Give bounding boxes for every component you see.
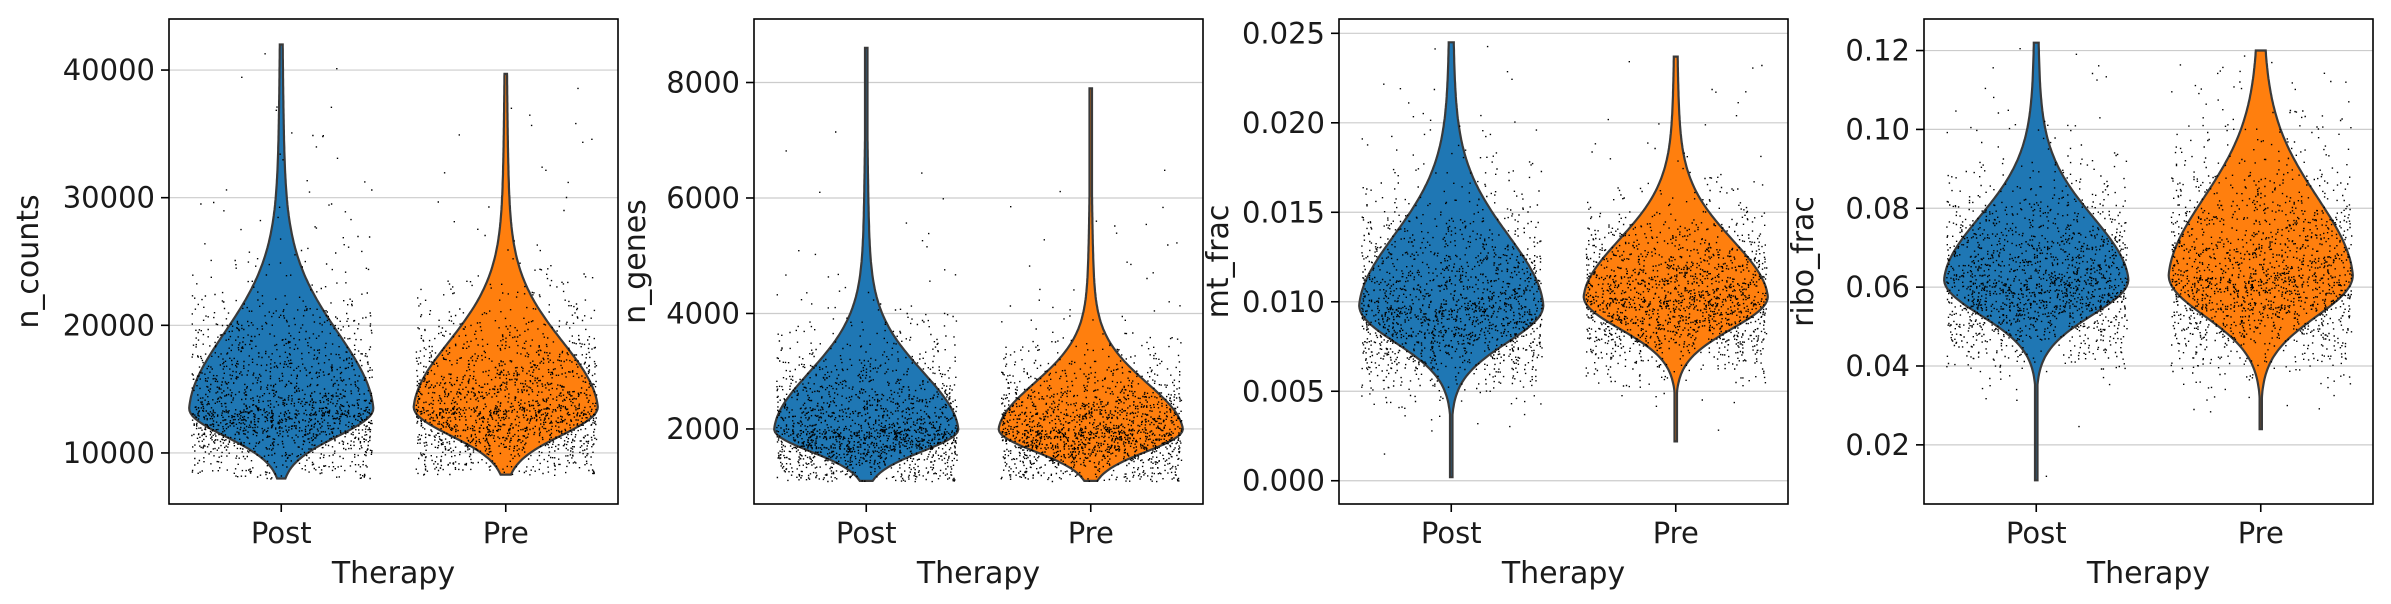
y-tick-label: 0.020 [1242, 106, 1325, 140]
scatter-points [1000, 169, 1183, 483]
y-tick-label: 0.10 [1845, 112, 1910, 146]
axes-frame [168, 18, 619, 505]
points-post [776, 131, 958, 483]
y-tick-label: 0.010 [1242, 285, 1325, 319]
x-tick-label: Post [251, 516, 312, 550]
y-tick-label: 0.000 [1242, 464, 1325, 498]
y-tick-label: 0.015 [1242, 195, 1325, 229]
violin-pre [1582, 55, 1769, 443]
y-tick-label: 0.04 [1845, 349, 1910, 383]
x-axis-label: Therapy [1501, 556, 1625, 591]
y-tick-label: 0.08 [1845, 191, 1910, 225]
y-tick-label: 30000 [63, 181, 155, 215]
y-axis-label: ribo_frac [1786, 196, 1821, 327]
y-tick-label: 8000 [666, 66, 740, 100]
y-tick-label: 0.12 [1845, 34, 1910, 68]
scatter-points [1585, 61, 1768, 431]
points-pre [1000, 169, 1183, 483]
violin-post [1943, 41, 2130, 482]
chart-panel-n-genes: Post Pre 2000 4000 6000 8000 Therapy n_genes [618, 18, 1204, 591]
x-tick-label: Post [836, 516, 897, 550]
x-axis-label: Therapy [331, 556, 455, 591]
x-tick-label: Pre [2238, 516, 2284, 550]
y-tick-label: 40000 [63, 53, 155, 87]
violin-pre [412, 72, 599, 476]
y-axis-label: n_counts [11, 194, 46, 328]
violin-pre [997, 87, 1184, 482]
y-axis-label: n_genes [618, 199, 653, 324]
x-tick-label: Post [2006, 516, 2067, 550]
violin-pre [2167, 49, 2354, 431]
y-tick-label: 4000 [666, 296, 740, 330]
chart-panel-mt-frac: Post Pre 0.000 0.005 0.010 0.015 0.020 0.025 The… [1201, 16, 1789, 591]
axes-frame [753, 18, 1204, 505]
y-tick-label: 20000 [63, 308, 155, 342]
violin-post [1358, 41, 1545, 479]
points-pre [1585, 61, 1768, 431]
chart-panel-ribo-frac: Post Pre 0.02 0.04 0.06 0.08 0.10 0.12 Therapy ri… [1786, 18, 2374, 591]
chart-panel-n-counts: Post Pre 10000 20000 30000 40000 Therapy n_coun… [11, 18, 619, 591]
violin-post [773, 46, 960, 482]
x-tick-label: Pre [1068, 516, 1114, 550]
scatter-points [1946, 48, 2128, 477]
violin-post [188, 43, 375, 480]
points-post [1361, 45, 1543, 455]
y-axis-label: mt_frac [1201, 205, 1236, 319]
y-tick-label: 6000 [666, 181, 740, 215]
y-tick-label: 10000 [63, 436, 155, 470]
axes-frame [1923, 18, 2374, 505]
x-axis-label: Therapy [2086, 556, 2210, 591]
x-tick-label: Post [1421, 516, 1482, 550]
y-tick-label: 0.02 [1845, 428, 1910, 462]
x-axis-label: Therapy [916, 556, 1040, 591]
x-tick-label: Pre [1653, 516, 1699, 550]
x-tick-label: Pre [483, 516, 529, 550]
axes-frame [1338, 18, 1789, 505]
y-tick-label: 0.005 [1242, 374, 1325, 408]
points-post [1946, 48, 2128, 477]
y-tick-label: 0.025 [1242, 16, 1325, 50]
y-tick-label: 0.06 [1845, 270, 1910, 304]
scatter-points [1361, 45, 1543, 455]
y-tick-label: 2000 [666, 412, 740, 446]
scatter-points [776, 131, 958, 483]
